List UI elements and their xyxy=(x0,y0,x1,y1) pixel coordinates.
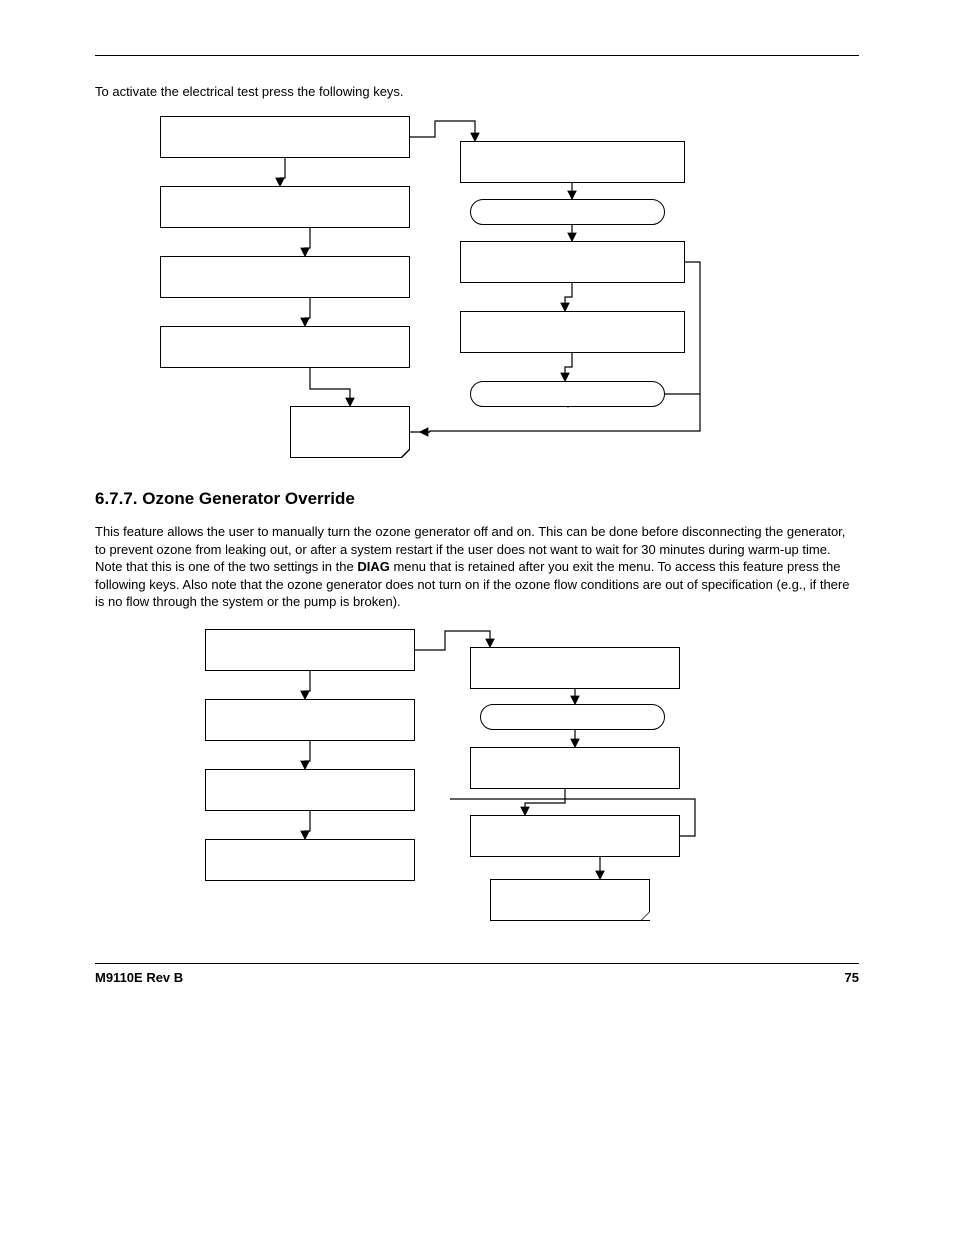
body-bold: DIAG xyxy=(357,559,390,574)
flow-node-pill1 xyxy=(480,704,665,730)
flowchart-2 xyxy=(150,629,710,929)
flow-node-b3 xyxy=(470,815,680,857)
body-paragraph: This feature allows the user to manually… xyxy=(95,523,859,611)
flow-node-b1 xyxy=(470,647,680,689)
flow-node-b2 xyxy=(470,747,680,789)
flow-node-note xyxy=(490,879,650,921)
flow-node-a1 xyxy=(160,116,410,158)
intro-text-1: To activate the electrical test press th… xyxy=(95,84,859,99)
flow-node-a1 xyxy=(205,629,415,671)
page-footer: M9110E Rev B 75 xyxy=(95,963,859,985)
flowchart-1 xyxy=(130,111,690,471)
flow-node-a3 xyxy=(160,256,410,298)
footer-page-number: 75 xyxy=(845,970,859,985)
flow-node-pill1 xyxy=(470,199,665,225)
header-rule xyxy=(95,55,859,56)
flow-node-note xyxy=(290,406,410,458)
flow-node-a2 xyxy=(160,186,410,228)
flow-node-a2 xyxy=(205,699,415,741)
flow-node-a3 xyxy=(205,769,415,811)
flow-node-a4 xyxy=(160,326,410,368)
footer-doc-id: M9110E Rev B xyxy=(95,970,183,985)
flow-node-pill2 xyxy=(470,381,665,407)
flow-node-b2 xyxy=(460,241,685,283)
flow-node-a4 xyxy=(205,839,415,881)
flow-node-b1 xyxy=(460,141,685,183)
section-heading: 6.7.7. Ozone Generator Override xyxy=(95,489,859,509)
flow-node-b3 xyxy=(460,311,685,353)
